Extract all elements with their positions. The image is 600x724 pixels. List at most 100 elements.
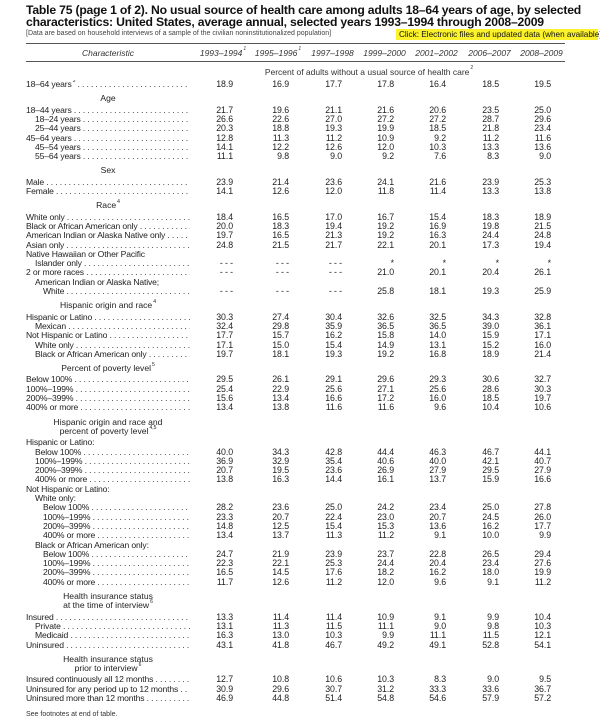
row-label-text: 200%–399% <box>35 466 83 476</box>
cell-value: 30.9 <box>216 683 233 694</box>
footnote-ref: 1 <box>243 46 247 52</box>
cell-value: 9.8 <box>487 620 499 631</box>
table-title: Table 75 (page 1 of 2). No usual source … <box>26 4 581 28</box>
cell-value: 11.3 <box>272 620 289 631</box>
cell-value: 27.2 <box>377 113 394 124</box>
cell-value: 26.1 <box>534 267 551 278</box>
cell-value: 46.7 <box>482 446 499 457</box>
cell-value: 21.4 <box>534 348 551 359</box>
cell-value: 15.0 <box>272 339 289 350</box>
cell-value: 16.4 <box>429 79 446 89</box>
cell-value: 31.2 <box>377 683 394 694</box>
cell-value: 27.6 <box>534 558 551 569</box>
row-label-text: White only <box>26 212 65 222</box>
cell-value: 25.6 <box>325 383 342 394</box>
cell-value: 16.9 <box>429 220 446 231</box>
cell-value: 23.6 <box>272 502 289 513</box>
cell-value: 18.5 <box>429 123 446 134</box>
cell-value: 11.5 <box>482 630 499 641</box>
cell-value: 10.6 <box>325 674 342 685</box>
electronic-files-link[interactable]: Click: Electronic files and updated data… <box>396 29 600 40</box>
table-title-line: characteristics: United States, average … <box>26 15 544 29</box>
cell-value: * <box>442 258 446 269</box>
cell-value: 26.9 <box>377 465 394 476</box>
row-label-text: 400% or more <box>26 403 79 413</box>
row-label-text: 2 or more races <box>26 268 84 278</box>
row-label-text: White only: <box>35 494 76 503</box>
cell-value: 20.4 <box>482 267 499 278</box>
section-heading-line: Health insurance status <box>26 592 190 601</box>
cell-value: 27.9 <box>534 465 551 476</box>
cell-value: 32.6 <box>377 311 394 322</box>
cell-value: 17.7 <box>216 330 233 341</box>
cell-value: 11.4 <box>325 611 342 622</box>
cell-value: 32.7 <box>534 374 551 385</box>
footnote-ref: 4,5 <box>149 424 157 431</box>
row-label-text: 200%–399% <box>26 394 74 403</box>
row-label: 200%–399% <box>26 394 190 403</box>
cell-value: * <box>495 258 499 269</box>
cell-value: 15.9 <box>482 330 499 341</box>
cell-value: 11.6 <box>377 402 394 413</box>
row-label-text: 200%–399% <box>43 568 91 578</box>
cell-value: 21.5 <box>534 220 551 231</box>
cell-value: 30.6 <box>482 374 499 385</box>
row-label: Medicaid <box>35 631 190 640</box>
section-heading-line: Race4 <box>26 200 190 210</box>
row-label-text: 18–44 years <box>26 105 72 115</box>
top-rule <box>26 43 565 44</box>
cell-value: 23.6 <box>325 176 342 187</box>
row-label: Hispanic or Latino: <box>26 438 190 447</box>
row-label-text: Asian only <box>26 240 65 250</box>
cell-value: 23.9 <box>325 548 342 559</box>
cell-value: 22.4 <box>325 511 342 522</box>
cell-value: 27.1 <box>377 383 394 394</box>
cell-value: 9.0 <box>487 674 499 685</box>
column-header-year: 1993–19941 <box>200 46 247 59</box>
cell-value: 40.7 <box>534 455 551 466</box>
cell-value: 9.1 <box>487 576 499 587</box>
cell-value: 32.8 <box>534 311 551 322</box>
cell-value: 11.1 <box>216 151 233 162</box>
cell-value: 17.0 <box>325 211 342 222</box>
row-label: 2 or more races <box>26 268 190 277</box>
row-label: 100%–199% <box>35 457 190 466</box>
cell-value: 24.1 <box>377 176 394 187</box>
cell-value: 9.6 <box>434 402 446 413</box>
row-label-text: Male <box>26 177 45 187</box>
cell-value: 16.6 <box>534 474 551 485</box>
cell-value: 16.3 <box>216 630 233 641</box>
cell-value: 15.9 <box>482 474 499 485</box>
section-heading: Health insurance status prior to intervie… <box>26 654 190 673</box>
cell-value: 9.9 <box>487 611 499 622</box>
row-label-text: Black or African American only <box>35 349 147 359</box>
cell-value: 39.0 <box>482 320 499 331</box>
cell-value: 52.8 <box>482 639 499 650</box>
row-label: 45–54 years <box>35 143 190 152</box>
footnote-ref: 6 <box>138 661 142 668</box>
cell-value: * <box>547 258 551 269</box>
cell-value: 17.7 <box>534 520 551 531</box>
cell-value: 11.4 <box>429 186 446 196</box>
cell-value: - - - <box>328 286 342 296</box>
cell-value: 8.3 <box>434 674 446 685</box>
cell-value: 9.0 <box>330 151 342 162</box>
cell-value: 19.3 <box>325 348 342 359</box>
cell-value: 22.6 <box>272 113 289 124</box>
row-label-text: Uninsured for any period up to 12 months <box>26 684 179 694</box>
cell-value: 14.1 <box>216 141 233 152</box>
header-rule <box>26 61 565 62</box>
cell-value: 22.9 <box>272 383 289 394</box>
cell-value: 16.3 <box>429 230 446 241</box>
cell-value: 11.6 <box>534 132 551 143</box>
cell-value: 11.3 <box>272 132 289 143</box>
column-header-label: 1999–2000 <box>363 48 406 58</box>
cell-value: 46.9 <box>216 693 233 703</box>
cell-value: 24.2 <box>377 502 394 513</box>
cell-value: 19.7 <box>216 348 233 359</box>
cell-value: 18.4 <box>216 211 233 222</box>
cell-value: 22.1 <box>377 239 394 250</box>
row-label: 18–64 years3 <box>26 80 190 89</box>
row-label-text: 400% or more <box>35 475 88 485</box>
cell-value: 18.5 <box>482 393 499 403</box>
